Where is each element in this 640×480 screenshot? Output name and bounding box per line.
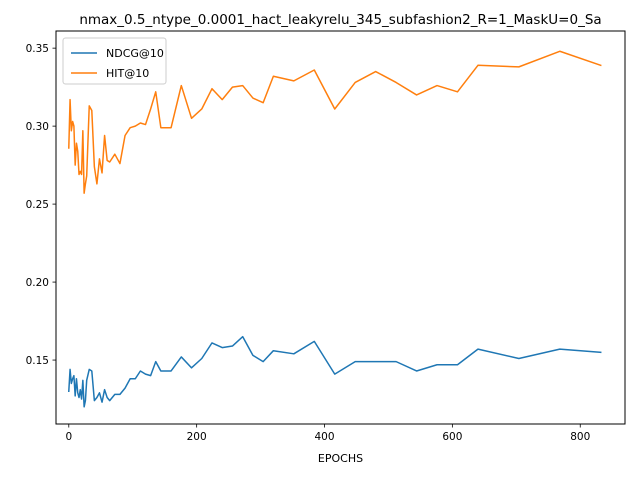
- x-tick-label: 400: [314, 431, 334, 443]
- x-tick-label: 600: [442, 431, 462, 443]
- y-axis: 0.15 0.20 0.25 0.30 0.35: [26, 43, 56, 367]
- series-line-hit: [68, 50, 602, 194]
- plot-area-frame: [55, 30, 626, 425]
- y-tick-label: 0.30: [26, 121, 49, 133]
- chart-title: nmax_0.5_ntype_0.0001_hact_leakyrelu_345…: [79, 12, 601, 28]
- x-axis-label: EPOCHS: [318, 452, 363, 465]
- y-tick-label: 0.20: [26, 277, 49, 289]
- x-tick-label: 0: [65, 431, 72, 443]
- legend: NDCG@10 HIT@10: [62, 37, 167, 85]
- x-tick-label: 800: [570, 431, 590, 443]
- y-tick-label: 0.35: [26, 43, 49, 55]
- legend-label: NDCG@10: [106, 47, 164, 60]
- series-line-ndcg: [67, 335, 602, 408]
- y-tick-label: 0.15: [26, 355, 49, 367]
- x-axis: 0 200 400 600 800: [65, 424, 590, 443]
- y-tick-label: 0.25: [26, 199, 49, 211]
- x-tick-label: 200: [187, 431, 207, 443]
- legend-label: HIT@10: [106, 67, 149, 80]
